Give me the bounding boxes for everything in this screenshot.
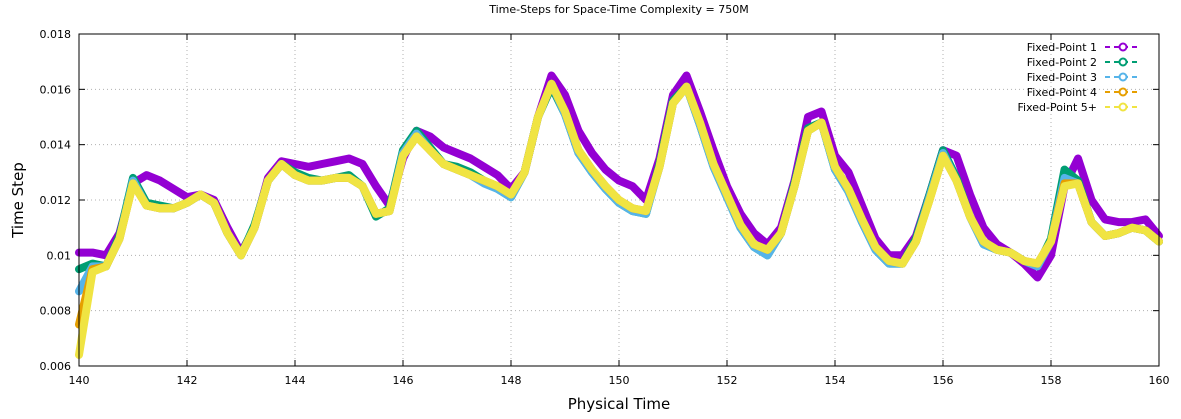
legend-label: Fixed-Point 5+ bbox=[1018, 101, 1098, 114]
x-tick-label: 156 bbox=[933, 374, 954, 387]
x-tick-label: 148 bbox=[501, 374, 522, 387]
y-axis-label: Time Step bbox=[9, 162, 27, 239]
x-tick-label: 140 bbox=[69, 374, 90, 387]
legend-marker bbox=[1118, 57, 1128, 67]
legend-marker bbox=[1118, 72, 1128, 82]
x-axis-label: Physical Time bbox=[568, 395, 671, 413]
y-tick-label: 0.012 bbox=[40, 194, 72, 207]
x-tick-label: 158 bbox=[1041, 374, 1062, 387]
y-tick-label: 0.016 bbox=[40, 83, 72, 96]
y-tick-label: 0.018 bbox=[40, 28, 72, 41]
x-tick-label: 160 bbox=[1149, 374, 1170, 387]
x-tick-label: 152 bbox=[717, 374, 738, 387]
y-tick-label: 0.014 bbox=[40, 139, 72, 152]
y-tick-label: 0.008 bbox=[40, 305, 72, 318]
y-tick-label: 0.006 bbox=[40, 360, 72, 373]
x-tick-label: 154 bbox=[825, 374, 846, 387]
x-tick-label: 142 bbox=[177, 374, 198, 387]
plot-frame bbox=[78, 33, 1160, 367]
chart-title: Time-Steps for Space-Time Complexity = 7… bbox=[488, 3, 749, 16]
y-tick-label: 0.01 bbox=[47, 249, 72, 262]
legend-marker bbox=[1118, 102, 1128, 112]
x-tick-label: 144 bbox=[285, 374, 306, 387]
legend-marker bbox=[1118, 87, 1128, 97]
legend-label: Fixed-Point 1 bbox=[1027, 41, 1097, 54]
legend-label: Fixed-Point 3 bbox=[1027, 71, 1097, 84]
legend-marker bbox=[1118, 42, 1128, 52]
series-line bbox=[75, 79, 1163, 359]
x-tick-label: 146 bbox=[393, 374, 414, 387]
legend-label: Fixed-Point 2 bbox=[1027, 56, 1097, 69]
legend-label: Fixed-Point 4 bbox=[1027, 86, 1097, 99]
x-tick-label: 150 bbox=[609, 374, 630, 387]
